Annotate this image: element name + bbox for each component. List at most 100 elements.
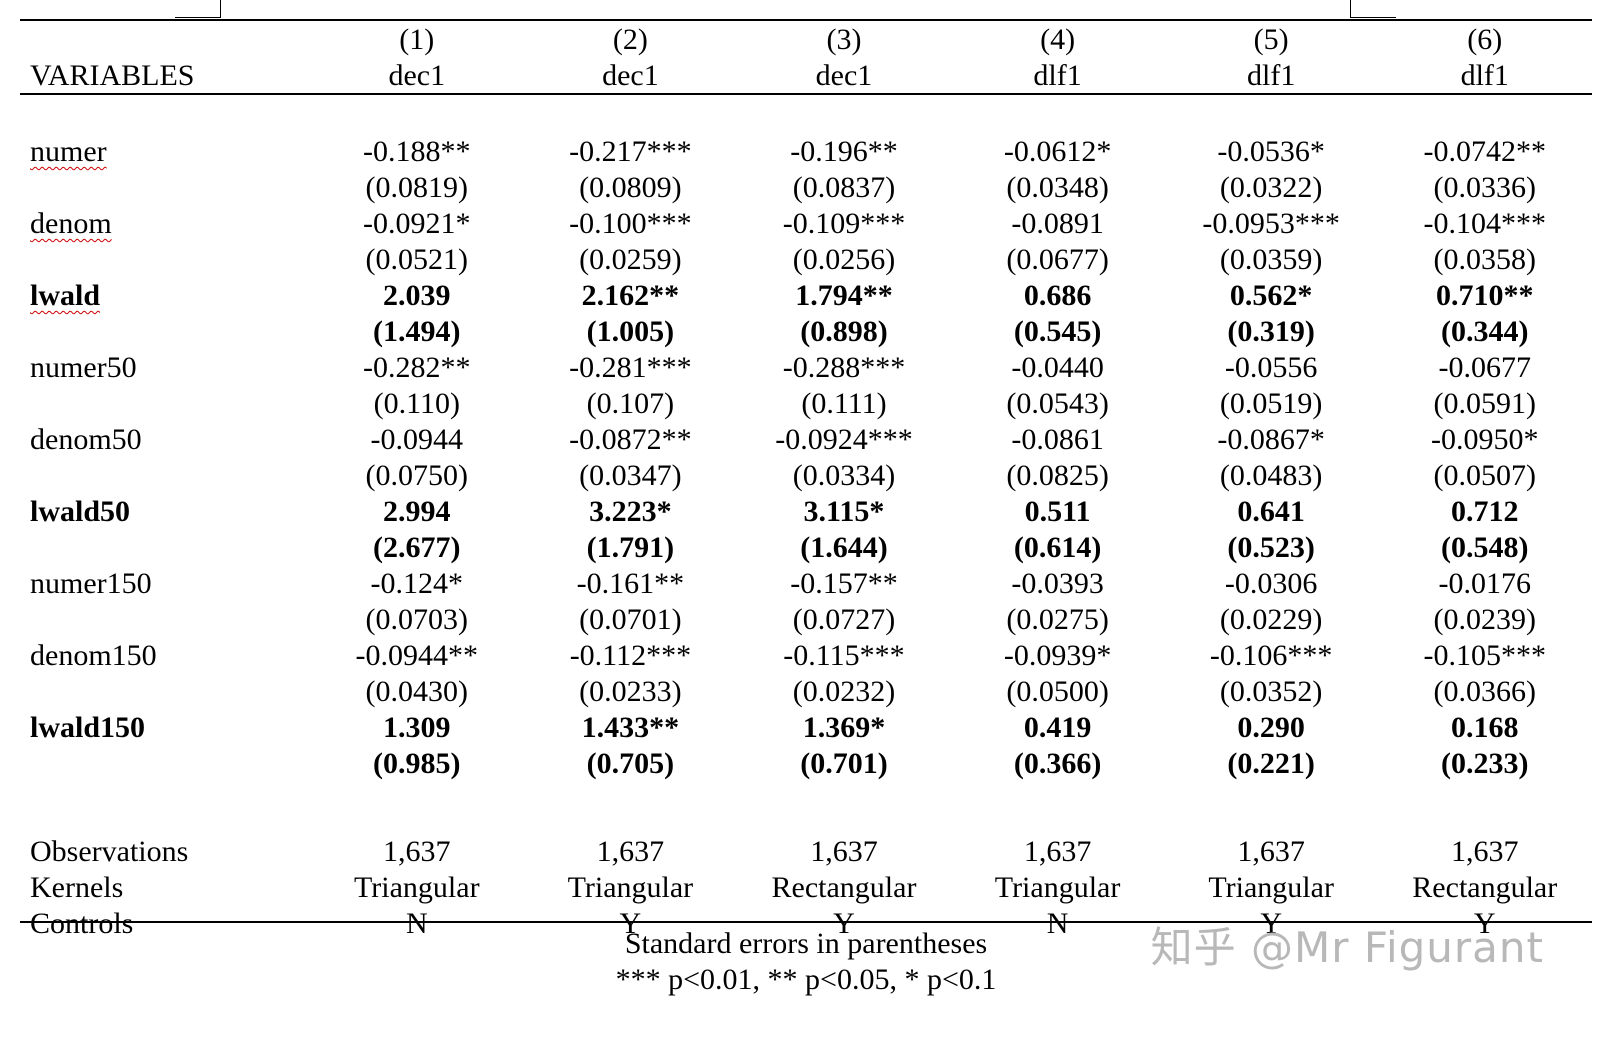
standard-error-cell: (0.0359) <box>1219 243 1323 276</box>
column-number: (1) <box>399 23 435 56</box>
footer-row: Controls N Y Y N Y Y <box>20 906 1592 942</box>
coefficient-cell: 0.511 <box>1024 495 1091 528</box>
variable-name: denom150 <box>30 639 157 672</box>
coefficient-cell: -0.0944** <box>355 639 479 672</box>
standard-error-cell: (0.0727) <box>792 603 896 636</box>
coefficient-cell: -0.112*** <box>569 639 692 672</box>
notes-standard-errors: Standard errors in parentheses <box>624 927 988 960</box>
standard-error-cell: (0.0430) <box>365 675 469 708</box>
standard-error-cell: (0.319) <box>1227 315 1315 348</box>
standard-error-cell: (0.221) <box>1227 747 1315 780</box>
coefficient-cell: -0.106*** <box>1209 639 1333 672</box>
standard-error-cell: (0.0483) <box>1219 459 1323 492</box>
standard-error-cell: (0.701) <box>800 747 888 780</box>
standard-error-cell: (0.0701) <box>579 603 682 636</box>
coefficient-cell: -0.0924*** <box>775 423 913 456</box>
variable-label: numer <box>20 134 310 170</box>
standard-error-cell: (0.898) <box>800 315 888 348</box>
table-bottom-rule <box>20 921 1592 923</box>
standard-error-cell: (0.0819) <box>365 171 469 204</box>
standard-error-cell: (0.985) <box>373 747 461 780</box>
coefficient-row: denom -0.0921* -0.100*** -0.109*** -0.0891 -0… <box>20 206 1592 242</box>
coefficient-cell: -0.281*** <box>569 351 692 384</box>
standard-error-cell: (0.0239) <box>1433 603 1536 636</box>
footer-cell: Rectangular <box>1412 871 1558 904</box>
coefficient-cell: -0.0939* <box>1003 639 1112 672</box>
standard-error-cell: (0.0334) <box>792 459 896 492</box>
footer-cell: 1,637 <box>1237 835 1305 868</box>
standard-error-cell: (0.233) <box>1441 747 1529 780</box>
standard-error-row: (0.985) (0.705) (0.701) (0.366) (0.221) (0.23… <box>20 746 1592 782</box>
top-rule-fragment-right <box>1350 17 1396 18</box>
column-dependent-variable: dlf1 <box>1247 59 1296 92</box>
standard-error-cell: (0.0233) <box>579 675 682 708</box>
standard-error-cell: (0.0750) <box>365 459 469 492</box>
variables-label: VARIABLES <box>30 59 195 92</box>
standard-error-cell: (0.0336) <box>1433 171 1536 204</box>
coefficient-cell: -0.0861 <box>1011 423 1104 456</box>
standard-error-cell: (0.0366) <box>1433 675 1536 708</box>
footer-cell: N <box>405 907 428 940</box>
standard-error-cell: (0.0232) <box>792 675 896 708</box>
standard-error-cell: (0.0358) <box>1433 243 1536 276</box>
header-column-numbers: (1) (2) (3) (4) (5) (6) <box>20 22 1592 58</box>
footer-cell: Triangular <box>1208 871 1334 904</box>
coefficient-cell: 1.433** <box>581 711 680 744</box>
coefficient-cell: 0.419 <box>1023 711 1092 744</box>
standard-error-cell: (0.107) <box>586 387 675 420</box>
standard-error-row: (2.677) (1.791) (1.644) (0.614) (0.523) (0.54… <box>20 530 1592 566</box>
coefficient-cell: 3.115* <box>803 495 885 528</box>
coefficient-cell: 0.712 <box>1451 495 1519 528</box>
coefficient-cell: -0.100*** <box>569 207 692 240</box>
coefficient-row: lwald150 1.309 1.433** 1.369* 0.419 0.290 0.16… <box>20 710 1592 746</box>
header-bottom-rule <box>20 93 1592 95</box>
table-body: numer -0.188** -0.217*** -0.196** -0.0612* -0… <box>20 134 1592 782</box>
standard-error-cell: (0.111) <box>801 387 887 420</box>
standard-error-cell: (0.366) <box>1013 747 1102 780</box>
footer-cell: 1,637 <box>810 835 878 868</box>
standard-error-cell: (0.0543) <box>1006 387 1109 420</box>
coefficient-cell: -0.105*** <box>1423 639 1547 672</box>
footer-row: Observations 1,637 1,637 1,637 1,637 1,637 1,6… <box>20 834 1592 870</box>
standard-error-row: (0.0430) (0.0233) (0.0232) (0.0500) (0.0352)… <box>20 674 1592 710</box>
footer-cell: Rectangular <box>771 871 917 904</box>
standard-error-cell: (0.0256) <box>792 243 896 276</box>
header-dependent-variables: VARIABLES dec1 dec1 dec1 dlf1 dlf1 dlf1 <box>20 58 1592 94</box>
footer-cell: 1,637 <box>596 835 665 868</box>
variable-name: lwald50 <box>30 495 131 528</box>
footer-row: Kernels Triangular Triangular Rectangular Tr… <box>20 870 1592 906</box>
coefficient-cell: 2.039 <box>383 279 451 312</box>
footer-cell: Y <box>1260 907 1282 940</box>
column-number: (5) <box>1253 23 1289 56</box>
coefficient-row: lwald50 2.994 3.223* 3.115* 0.511 0.641 0.712 <box>20 494 1592 530</box>
variable-name: numer <box>30 135 107 168</box>
standard-error-cell: (0.614) <box>1013 531 1102 564</box>
coefficient-cell: -0.157** <box>790 567 898 600</box>
column-dependent-variable: dlf1 <box>1460 59 1509 92</box>
coefficient-cell: 2.994 <box>383 495 451 528</box>
coefficient-cell: -0.0556 <box>1224 351 1318 384</box>
coefficient-cell: -0.124* <box>370 567 464 600</box>
standard-error-cell: (0.0591) <box>1433 387 1536 420</box>
footer-cell: Y <box>1473 907 1496 940</box>
column-number: (3) <box>826 23 862 56</box>
variable-label: denom50 <box>20 422 310 458</box>
coefficient-row: numer150 -0.124* -0.161** -0.157** -0.0393 -0… <box>20 566 1592 602</box>
coefficient-cell: 0.641 <box>1237 495 1305 528</box>
coefficient-row: lwald 2.039 2.162** 1.794** 0.686 0.562* 0.710… <box>20 278 1592 314</box>
footer-cell: N <box>1046 907 1069 940</box>
standard-error-cell: (1.791) <box>586 531 675 564</box>
variable-label: lwald50 <box>20 494 310 530</box>
coefficient-cell: -0.0944 <box>370 423 464 456</box>
column-number: (2) <box>612 23 648 56</box>
table-footer: Observations 1,637 1,637 1,637 1,637 1,637 1,6… <box>20 834 1592 942</box>
standard-error-row: (1.494) (1.005) (0.898) (0.545) (0.319) (0.34… <box>20 314 1592 350</box>
standard-error-cell: (1.494) <box>373 315 461 348</box>
coefficient-row: numer -0.188** -0.217*** -0.196** -0.0612* -0… <box>20 134 1592 170</box>
standard-error-cell: (0.523) <box>1227 531 1315 564</box>
standard-error-cell: (0.0837) <box>792 171 896 204</box>
standard-error-cell: (0.0521) <box>365 243 469 276</box>
variable-name: lwald150 <box>30 711 146 744</box>
coefficient-cell: -0.109*** <box>782 207 906 240</box>
standard-error-cell: (0.0507) <box>1433 459 1536 492</box>
